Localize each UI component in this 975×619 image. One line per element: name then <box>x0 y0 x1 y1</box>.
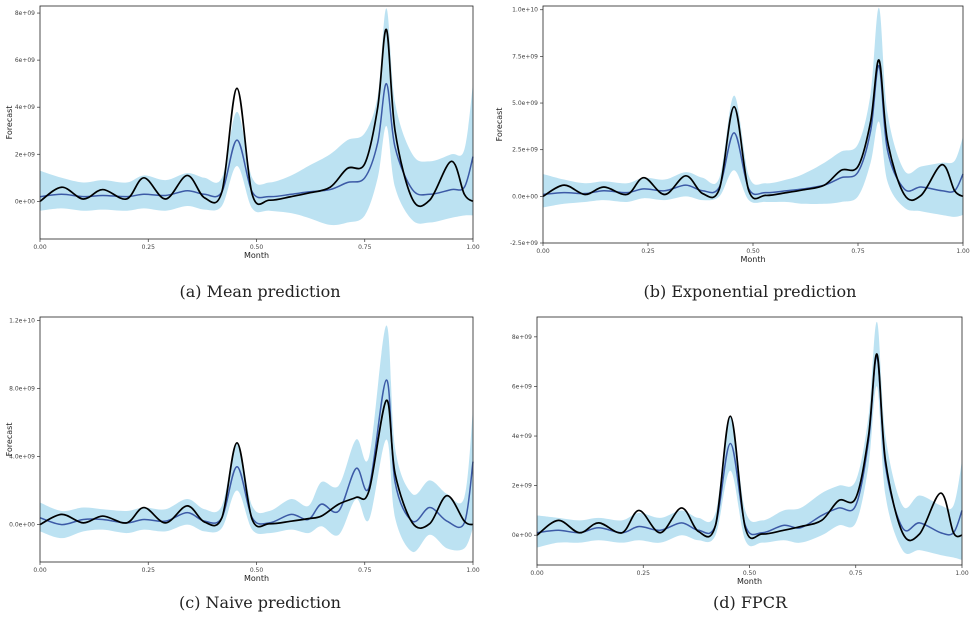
x-tick-label: 0.25 <box>142 244 156 251</box>
predicted-line <box>39 82 474 199</box>
x-tick-label: 0.00 <box>33 567 47 574</box>
x-tick-label: 0.25 <box>641 248 655 255</box>
y-tick-label: 5.0e+09 <box>512 100 538 107</box>
caption-fpcr: (d) FPCR <box>713 593 787 612</box>
y-tick-label: 0e+00 <box>512 532 532 539</box>
x-axis-title: Month <box>244 574 269 583</box>
y-tick-label: 8e+09 <box>512 334 532 341</box>
x-tick-label: 0.00 <box>536 248 550 255</box>
y-tick-label: 2e+09 <box>512 483 532 490</box>
chart-panel-fpcr: 0.00 0.25 0.50 0.75 1.00 0e+00 2e+09 4e+09 6e+09… <box>490 310 975 586</box>
observed-line <box>39 28 474 208</box>
x-tick-label: 1.00 <box>466 567 480 574</box>
x-tick-label: 1.00 <box>956 248 970 255</box>
x-tick-label: 0.50 <box>746 248 760 255</box>
chart-panel-mean: 0.00 0.25 0.50 0.75 1.00 0e+00 2e+09 4e+09 6e+09… <box>0 0 480 270</box>
y-tick-label: 6e+09 <box>15 57 35 64</box>
x-axis-title: Month <box>740 255 765 264</box>
confidence-band <box>537 321 962 561</box>
x-tick-label: 0.00 <box>530 570 544 577</box>
y-axis-title: Forecast <box>495 108 504 142</box>
chart-panel-exponential: 0.00 0.25 0.50 0.75 1.00 -2.5e+09 0.0e+00 2.5e+… <box>490 0 975 270</box>
y-tick-label: 4e+09 <box>15 104 35 111</box>
x-tick-label: 1.00 <box>466 244 480 251</box>
caption-naive: (c) Naive prediction <box>179 593 341 612</box>
x-tick-label: 0.75 <box>358 244 372 251</box>
caption-mean: (a) Mean prediction <box>179 282 341 301</box>
y-tick-label: 6e+09 <box>512 383 532 390</box>
y-tick-label: 4.0e+09 <box>9 454 35 461</box>
x-tick-label: 0.75 <box>849 570 863 577</box>
confidence-band <box>40 8 473 226</box>
x-tick-label: 0.25 <box>637 570 651 577</box>
caption-exponential: (b) Exponential prediction <box>643 282 857 301</box>
y-tick-label: 4e+09 <box>512 433 532 440</box>
confidence-band <box>543 7 963 217</box>
plot-frame <box>542 5 964 244</box>
chart-panel-naive: 0.00 0.25 0.50 0.75 1.00 0.0e+00 4.0e+09 8.0e+0… <box>0 310 480 583</box>
chart-mean: 0.00 0.25 0.50 0.75 1.00 0e+00 2e+09 4e+09 6e+09… <box>5 5 480 260</box>
y-tick-label: 2.5e+09 <box>512 147 538 154</box>
x-tick-label: 0.50 <box>743 570 757 577</box>
chart-exponential: 0.00 0.25 0.50 0.75 1.00 -2.5e+09 0.0e+00 2.5e+… <box>495 5 970 264</box>
y-tick-label: 8.0e+09 <box>9 385 35 392</box>
x-tick-label: 1.00 <box>955 570 969 577</box>
chart-fpcr: 0.00 0.25 0.50 0.75 1.00 0e+00 2e+09 4e+09 6e+09… <box>512 316 969 586</box>
y-tick-label: -2.5e+09 <box>510 240 538 247</box>
y-tick-label: 0e+00 <box>15 198 35 205</box>
chart-naive: 0.00 0.25 0.50 0.75 1.00 0.0e+00 4.0e+09 8.0e+0… <box>5 316 480 583</box>
confidence-band <box>40 325 473 553</box>
x-tick-label: 0.50 <box>250 567 264 574</box>
x-tick-label: 0.75 <box>851 248 865 255</box>
y-tick-label: 0.0e+00 <box>512 193 538 200</box>
x-tick-label: 0.25 <box>142 567 156 574</box>
x-axis-title: Month <box>737 577 762 586</box>
y-axis-title: Forecast <box>5 423 14 457</box>
x-tick-label: 0.00 <box>33 244 47 251</box>
x-axis-title: Month <box>244 251 269 260</box>
y-axis-title: Forecast <box>5 106 14 140</box>
observed-line <box>542 59 964 202</box>
observed-line <box>39 399 474 529</box>
x-tick-label: 0.50 <box>250 244 264 251</box>
y-tick-label: 0.0e+00 <box>9 522 35 529</box>
y-tick-label: 1.2e+10 <box>9 317 35 324</box>
x-tick-label: 0.75 <box>358 567 372 574</box>
y-tick-label: 8e+09 <box>15 10 35 17</box>
y-tick-label: 7.5e+09 <box>512 53 538 60</box>
y-tick-label: 1.0e+10 <box>512 7 538 14</box>
observed-line <box>536 353 963 542</box>
y-tick-label: 2e+09 <box>15 151 35 158</box>
